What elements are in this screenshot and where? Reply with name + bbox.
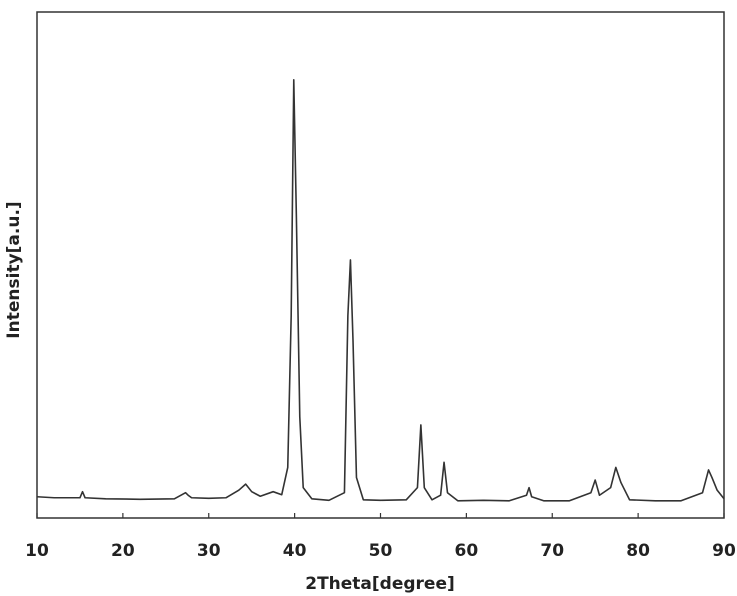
x-tick-label: 30 (197, 541, 221, 561)
plot-frame (36, 11, 725, 519)
x-tick-label: 40 (283, 541, 307, 561)
x-tick-label: 20 (111, 541, 135, 561)
x-tick-label: 80 (626, 541, 650, 561)
x-tick-label: 70 (540, 541, 564, 561)
x-tick-label: 10 (25, 541, 49, 561)
x-tick-label: 50 (369, 541, 393, 561)
x-axis-title: 2Theta[degree] (305, 574, 455, 594)
x-tick-label: 60 (455, 541, 479, 561)
x-tick-label: 90 (712, 541, 736, 561)
data-line (36, 79, 725, 502)
y-axis-title: Intensity[a.u.] (4, 201, 24, 338)
